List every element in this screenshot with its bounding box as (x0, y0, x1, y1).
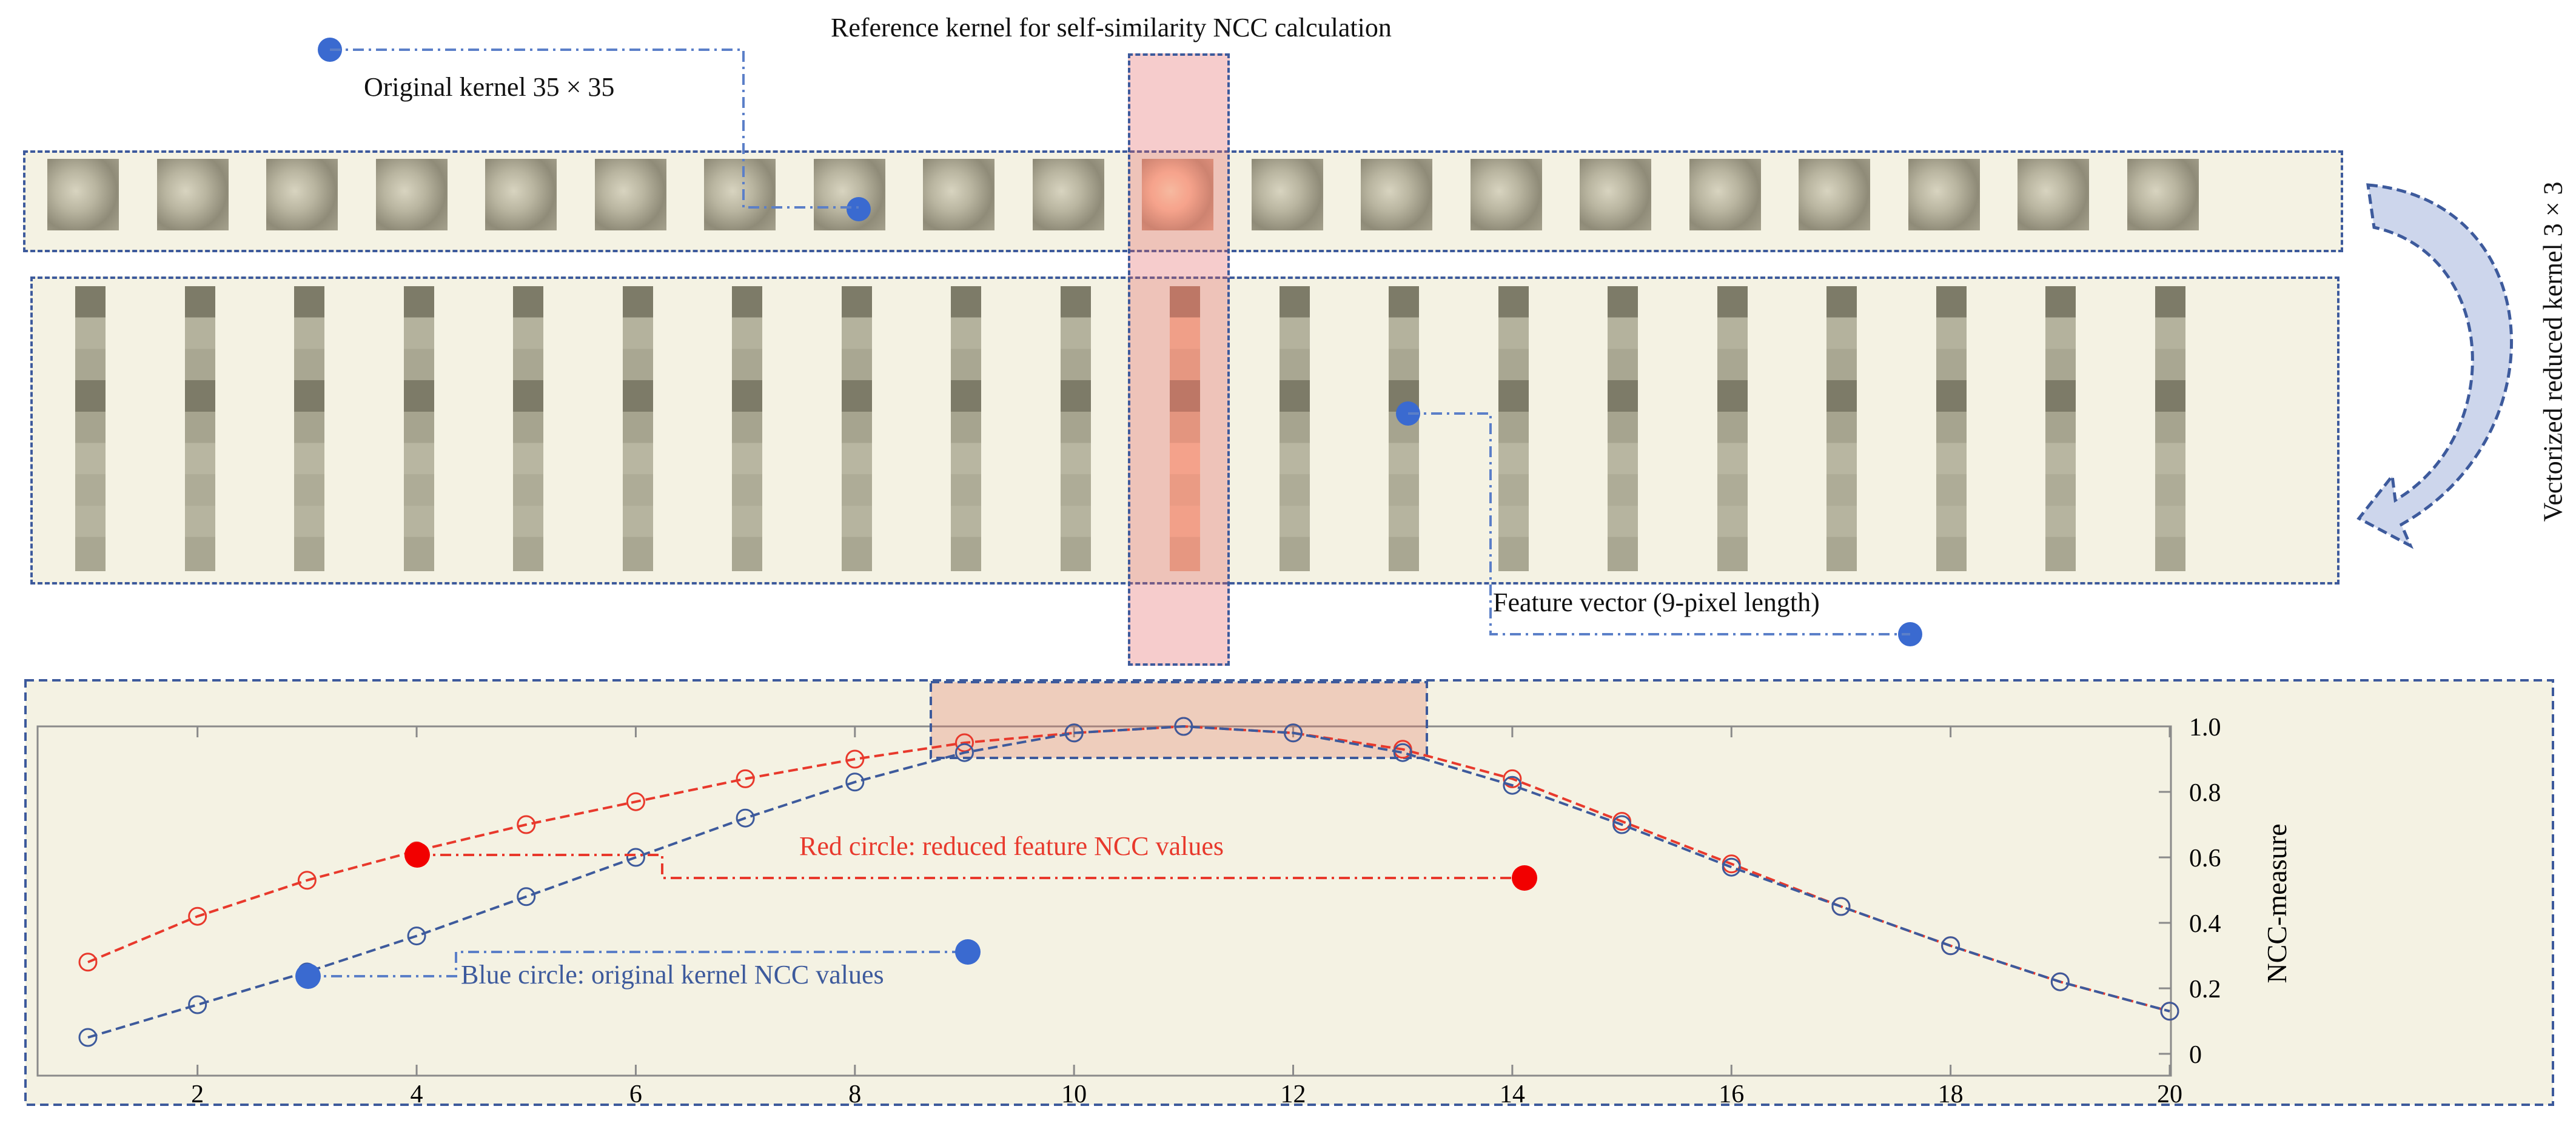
kernel-thumbnail (1799, 159, 1870, 230)
data-point-original (1612, 815, 1632, 834)
kernel-thumbnail (1142, 159, 1213, 230)
data-point-original (736, 808, 755, 828)
data-point-original (1174, 717, 1193, 736)
data-point-original (1722, 857, 1741, 877)
kernel-thumbnail (1908, 159, 1980, 230)
data-point-original (407, 926, 426, 946)
y-axis-label: NCC-measure (2261, 823, 2292, 983)
feature-vector-bar (1170, 286, 1200, 571)
kernel-thumbnail (2127, 159, 2199, 230)
data-point-original (1064, 723, 1084, 743)
feature-vector-bar (732, 286, 762, 571)
kernel-thumbnail (266, 159, 338, 230)
data-point-original (1284, 723, 1303, 743)
data-point-original (517, 887, 536, 906)
feature-vector-bar (403, 286, 434, 571)
x-tick-label: 18 (1938, 1080, 1964, 1108)
feature-vector-bar (622, 286, 653, 571)
feature-vector-bar (1936, 286, 1967, 571)
red-circle-label: Red circle: reduced feature NCC values (799, 831, 1224, 861)
kernel-thumbnail (1361, 159, 1432, 230)
y-tick-label: 0.4 (2189, 910, 2221, 938)
data-point-original (188, 995, 207, 1014)
y-tick-label: 1.0 (2189, 714, 2221, 742)
x-axis-ticks: 2 4 6 8 10 12 14 16 18 20 (191, 726, 2182, 1108)
reference-kernel-title: Reference kernel for self-similarity NCC… (831, 13, 1392, 42)
kernel-thumbnail (1032, 159, 1104, 230)
data-point-original (2050, 972, 2070, 991)
feature-vector-bar (2045, 286, 2076, 571)
red-legend-marker (404, 842, 430, 868)
data-point-original (1941, 936, 1961, 956)
blue-circle-label: Blue circle: original kernel NCC values (461, 960, 884, 990)
chart-panel (24, 679, 2554, 1106)
kernel-thumbnail (1580, 159, 1651, 230)
kernel-thumbnail (47, 159, 119, 230)
data-point-reduced (78, 953, 98, 972)
data-point-reduced (736, 769, 755, 788)
x-tick-label: 2 (191, 1080, 204, 1108)
blue-legend-marker (295, 963, 321, 989)
chart-plot-frame (36, 725, 2172, 1077)
x-tick-label: 8 (848, 1080, 861, 1108)
feature-vector-bar (2155, 286, 2185, 571)
feature-vector-bar (75, 286, 106, 571)
y-axis-ticks: 0 0.2 0.4 0.6 0.8 1.0 (2159, 714, 2221, 1069)
y-tick-label: 0.8 (2189, 779, 2221, 807)
red-legend-end-marker (1512, 865, 1537, 891)
feature-vector-bar (1279, 286, 1310, 571)
data-point-original (626, 848, 645, 867)
x-tick-label: 20 (2157, 1080, 2182, 1108)
data-point-original (954, 743, 974, 762)
data-point-original (1393, 743, 1412, 762)
kernel-thumbnail (1251, 159, 1323, 230)
data-point-reduced (626, 792, 645, 811)
feature-vector-bar (184, 286, 215, 571)
feature-vector-bar (513, 286, 543, 571)
x-tick-label: 10 (1061, 1080, 1087, 1108)
kernel-thumbnail (2018, 159, 2089, 230)
data-point-original (1831, 897, 1851, 916)
data-point-reduced (517, 815, 536, 834)
y-tick-label: 0 (2189, 1041, 2202, 1069)
blue-legend-end-marker (955, 939, 981, 965)
x-tick-label: 6 (629, 1080, 642, 1108)
x-tick-label: 16 (1719, 1080, 1744, 1108)
data-point-reduced (297, 871, 317, 890)
red-legend-connector (417, 854, 1523, 879)
x-tick-label: 4 (411, 1080, 423, 1108)
y-tick-label: 0.2 (2189, 976, 2221, 1003)
kernel-thumbnail (1689, 159, 1761, 230)
data-point-reduced (845, 749, 865, 769)
data-point-original (2160, 1002, 2179, 1021)
feature-vector-bar (951, 286, 981, 571)
series-line-original (87, 725, 2170, 1039)
data-point-reduced (188, 906, 207, 926)
y-tick-label: 0.6 (2189, 845, 2221, 873)
feature-vector-bar (294, 286, 324, 571)
data-point-original (78, 1028, 98, 1047)
reference-kernel-highlight (1128, 53, 1230, 666)
data-point-reduced (1503, 769, 1522, 788)
x-tick-label: 12 (1281, 1080, 1306, 1108)
kernel-thumbnail (1470, 159, 1542, 230)
data-point-original (845, 772, 865, 792)
kernel-thumbnail (923, 159, 995, 230)
kernel-thumbnail (156, 159, 229, 230)
data-point-original (1503, 776, 1522, 795)
chart-series (78, 717, 2179, 1047)
data-point-reduced (954, 733, 974, 752)
feature-vector-bar (841, 286, 872, 571)
x-tick-label: 14 (1500, 1080, 1525, 1108)
feature-vector-bar (1060, 286, 1091, 571)
blue-legend-connector (308, 951, 967, 977)
